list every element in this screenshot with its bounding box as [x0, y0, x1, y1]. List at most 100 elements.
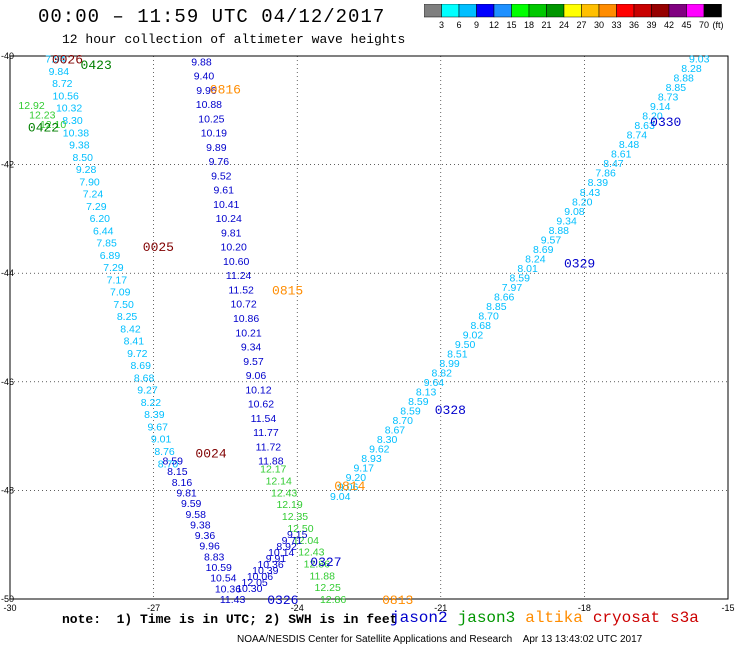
wave-height-point: 10.86	[233, 313, 259, 325]
y-tick-label: -42	[1, 160, 14, 170]
legend-s3a: s3a	[670, 609, 699, 627]
wave-height-point: 10.59	[206, 562, 232, 574]
wave-height-point: 8.59	[510, 272, 531, 284]
wave-height-point: 8.48	[619, 139, 640, 151]
wave-height-point: 9.81	[221, 227, 242, 239]
wave-height-point: 8.93	[361, 453, 382, 465]
wave-height-point: 9.62	[369, 443, 390, 455]
wave-height-point: 8.25	[117, 311, 138, 323]
wave-height-point: 9.14	[650, 101, 671, 113]
pass-label: 0422	[28, 121, 59, 136]
wave-height-point: 10.60	[223, 256, 249, 268]
wave-height-point: 9.34	[556, 215, 577, 227]
wave-height-point: 10.32	[56, 103, 82, 115]
y-tick-label: -46	[1, 377, 14, 387]
wave-height-point: 12.04	[293, 535, 319, 547]
wave-height-point: 12.50	[287, 523, 313, 535]
wave-height-point: 9.06	[338, 481, 359, 493]
wave-height-point: 8.43	[580, 187, 601, 199]
scale-label: 3	[439, 20, 444, 30]
wave-height-point: 9.38	[190, 519, 211, 531]
pass-label: 0423	[81, 58, 112, 73]
wave-height-point: 10.12	[245, 384, 271, 396]
wave-height-point: 12.23	[29, 109, 55, 121]
map-frame	[9, 55, 729, 600]
scale-label: 21	[541, 20, 551, 30]
wave-height-point: 10.25	[198, 113, 224, 125]
wave-height-point: 12.14	[266, 476, 292, 488]
wave-height-point: 12.05	[242, 577, 268, 589]
wave-height-point: 9.04	[330, 491, 351, 503]
wave-height-point: 12.43	[271, 487, 297, 499]
wave-height-point: 9.71	[282, 535, 303, 547]
wave-height-point: 9.50	[455, 339, 476, 351]
wave-height-point: 8.66	[494, 291, 515, 303]
wave-height-point: 8.16	[172, 477, 193, 489]
wave-height-point: 9.57	[243, 356, 264, 368]
wave-height-point: 10.36	[257, 559, 283, 571]
wave-height-point: 9.34	[241, 342, 262, 354]
wave-height-point: 9.38	[69, 140, 90, 152]
wave-height-point: 12.43	[298, 547, 324, 559]
wave-height-point: 11.77	[253, 427, 279, 439]
wave-height-point: 8.01	[517, 263, 538, 275]
wave-height-point: 9.84	[49, 66, 70, 78]
scale-label: 42	[664, 20, 674, 30]
footnote: note: 1) Time is in UTC; 2) SWH is in fe…	[62, 612, 398, 627]
wave-height-point: 8.67	[385, 424, 406, 436]
wave-height-point: 11.88	[258, 456, 284, 468]
wave-height-point: 7.09	[110, 287, 131, 299]
wave-height-point: 8.99	[439, 358, 460, 370]
scale-swatch	[703, 4, 722, 18]
wave-height-point: 9.27	[137, 385, 158, 397]
pass-label: 0025	[143, 240, 174, 255]
wave-height-point: 7.50	[113, 299, 134, 311]
wave-height-point: 8.69	[130, 360, 151, 372]
pass-label: 0328	[435, 403, 466, 418]
wave-height-point: 10.41	[213, 199, 239, 211]
wave-height-point: 8.24	[525, 253, 546, 265]
scale-label: 9	[474, 20, 479, 30]
page-title: 00:00 – 11:59 UTC 04/12/2017	[38, 6, 386, 28]
wave-height-point: 10.30	[236, 583, 262, 595]
wave-height-point: 9.96	[199, 541, 220, 553]
wave-height-point: 9.81	[176, 487, 197, 499]
wave-height-point: 11.54	[251, 413, 277, 425]
wave-height-point: 12.25	[315, 582, 341, 594]
wave-height-point: 8.22	[141, 397, 162, 409]
wave-height-point: 8.50	[73, 152, 94, 164]
x-tick-label: -27	[147, 603, 160, 613]
scale-label: 30	[594, 20, 604, 30]
wave-height-point: 8.70	[158, 458, 179, 470]
wave-height-point: 10.62	[248, 399, 274, 411]
wave-height-point: 11.52	[228, 284, 254, 296]
wave-height-point: 11.24	[226, 270, 252, 282]
wave-height-point: 8.63	[634, 120, 655, 132]
wave-height-point: 8.41	[124, 336, 145, 348]
wave-height-point: 8.74	[627, 130, 648, 142]
wave-height-point: 9.76	[209, 156, 230, 168]
wave-height-point: 10.56	[53, 90, 79, 102]
wave-height-point: 10.88	[196, 99, 222, 111]
wave-height-point: 8.30	[377, 434, 398, 446]
pass-label: 0026	[52, 53, 83, 68]
wave-height-point: 12.17	[260, 464, 286, 476]
x-tick-label: -21	[434, 603, 447, 613]
scale-label: 24	[559, 20, 569, 30]
wave-height-point: 11.72	[256, 441, 282, 453]
y-tick-label: -44	[1, 268, 14, 278]
y-tick-label: -40	[1, 51, 14, 61]
wave-height-point: 7.97	[502, 282, 523, 294]
wave-height-point: 8.70	[478, 310, 499, 322]
wave-height-point: 8.92	[276, 541, 297, 553]
scale-label: 39	[646, 20, 656, 30]
wave-height-point: 9.67	[148, 421, 169, 433]
scale-label: 6	[456, 20, 461, 30]
wave-height-point: 9.57	[541, 234, 562, 246]
scale-label: 33	[611, 20, 621, 30]
wave-height-point: 9.20	[346, 472, 367, 484]
wave-height-point: 8.61	[611, 149, 632, 161]
wave-height-point: 9.02	[463, 329, 484, 341]
scale-label: 12	[489, 20, 499, 30]
